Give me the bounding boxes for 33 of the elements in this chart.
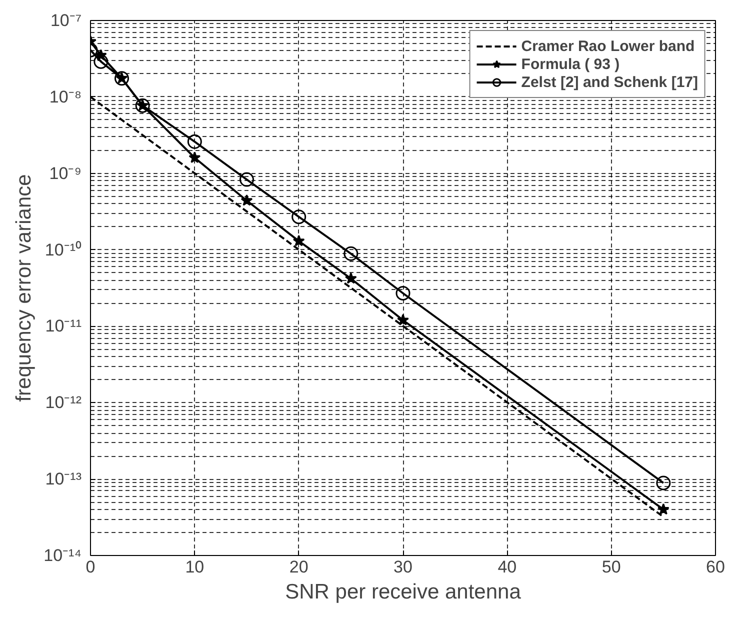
point [292,210,306,224]
x-tick-label: 60 [706,558,725,576]
point [397,314,409,326]
y-tick-label: 10⁻¹¹ [45,316,82,336]
point [292,234,305,246]
y-tick-label: 10⁻⁹ [49,164,82,183]
legend-label: Cramer Rao Lower band [521,37,695,55]
point [187,134,202,149]
y-tick-label: 10⁻¹³ [45,470,82,489]
point [240,172,254,187]
x-axis-title: SNR per receive antenna [285,580,522,604]
point [657,503,670,515]
legend-label: Formula ( 93 ) [521,55,620,73]
y-axis-title: frequency error variance [12,174,36,402]
point [344,272,357,284]
point [240,194,253,206]
x-tick-label: 20 [289,558,308,576]
x-tick-label: 10 [185,558,204,576]
point [188,152,201,163]
y-tick-label: 10⁻¹⁴ [44,546,82,565]
x-tick-label: 50 [602,558,621,576]
point [396,286,410,300]
y-tick-label: 10⁻⁷ [50,11,82,30]
x-tick-label: 0 [86,558,96,576]
point [94,54,108,69]
point [344,246,358,261]
legend-label: Zelst [2] and Schenk [17] [521,73,698,91]
x-tick-label: 30 [394,558,412,576]
point [656,476,671,490]
y-tick-label: 10⁻¹² [45,393,82,412]
x-tick-label: 40 [498,558,517,576]
y-tick-label: 10⁻¹⁰ [44,240,82,260]
y-tick-label: 10⁻⁸ [49,87,82,106]
